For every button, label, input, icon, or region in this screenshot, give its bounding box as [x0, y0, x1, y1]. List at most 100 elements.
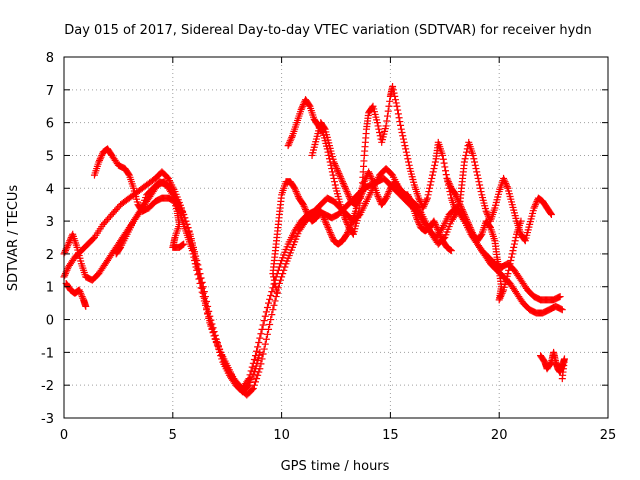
data-point — [452, 207, 460, 215]
data-point — [365, 170, 373, 178]
data-point — [420, 201, 428, 209]
data-point — [321, 217, 329, 225]
x-tick-label: 20 — [491, 428, 508, 443]
data-point — [472, 165, 480, 173]
data-point — [337, 174, 345, 182]
data-point — [415, 220, 423, 228]
data-point — [390, 89, 398, 97]
data-point — [342, 217, 350, 225]
data-point — [405, 194, 413, 202]
y-tick-label: 0 — [46, 314, 54, 329]
data-point — [444, 176, 452, 184]
data-point — [383, 112, 391, 120]
data-point — [503, 183, 511, 191]
data-point — [441, 163, 449, 171]
data-point — [506, 260, 514, 268]
data-point — [547, 211, 555, 219]
x-tick-label: 10 — [273, 428, 290, 443]
data-point — [267, 316, 275, 324]
data-point — [248, 363, 256, 371]
data-point — [403, 151, 411, 159]
data-point — [375, 125, 383, 133]
data-point — [486, 223, 494, 231]
data-point — [97, 153, 105, 161]
data-point — [389, 86, 397, 94]
data-point — [439, 151, 447, 159]
data-point — [213, 342, 221, 350]
data-point — [402, 148, 410, 156]
data-point — [471, 158, 479, 166]
data-point — [259, 321, 267, 329]
data-point — [465, 222, 473, 230]
data-point — [263, 330, 271, 338]
data-point — [244, 382, 252, 390]
data-point — [504, 270, 512, 278]
data-point — [196, 279, 204, 287]
data-point — [266, 295, 274, 303]
data-point — [396, 118, 404, 126]
data-point — [64, 240, 72, 248]
x-tick-label: 15 — [382, 428, 399, 443]
data-point — [195, 275, 203, 283]
data-point — [422, 197, 430, 205]
data-point — [329, 171, 337, 179]
data-point — [428, 174, 436, 182]
data-point — [413, 215, 421, 223]
data-point — [320, 215, 328, 223]
data-point — [333, 166, 341, 174]
data-point — [391, 92, 399, 100]
data-point — [391, 96, 399, 104]
series-arc-1 — [60, 168, 564, 399]
data-point — [344, 189, 352, 197]
data-point — [436, 230, 444, 238]
data-point — [292, 188, 300, 196]
data-point — [460, 209, 468, 217]
data-point — [415, 194, 423, 202]
data-point — [268, 311, 276, 319]
data-point — [495, 296, 503, 304]
data-point — [547, 209, 555, 217]
data-point — [180, 240, 188, 248]
data-point — [558, 306, 566, 314]
data-point — [452, 192, 460, 200]
data-point — [476, 181, 484, 189]
series-arc-10 — [537, 348, 568, 383]
data-point — [384, 189, 392, 197]
data-point — [205, 314, 213, 322]
data-point — [420, 202, 428, 210]
data-point — [188, 247, 196, 255]
data-point — [354, 209, 362, 217]
data-point — [76, 288, 84, 296]
data-point — [532, 199, 540, 207]
data-point — [470, 155, 478, 163]
data-point — [509, 247, 517, 255]
data-point — [209, 329, 217, 337]
data-point — [358, 189, 366, 197]
y-tick-label: -3 — [41, 412, 54, 427]
data-point — [293, 189, 301, 197]
data-point — [217, 352, 225, 360]
data-point — [216, 348, 224, 356]
data-point — [325, 227, 333, 235]
data-point — [461, 155, 469, 163]
data-point — [382, 194, 390, 202]
data-point — [96, 156, 104, 164]
data-point — [271, 297, 279, 305]
data-point — [262, 308, 270, 316]
data-point — [455, 197, 463, 205]
data-point — [340, 181, 348, 189]
data-point — [462, 151, 470, 159]
data-point — [327, 230, 335, 238]
data-point — [434, 225, 442, 233]
data-point — [341, 215, 349, 223]
data-point — [191, 256, 199, 264]
data-point — [384, 107, 392, 115]
data-point — [385, 102, 393, 110]
data-point — [61, 271, 69, 279]
data-point — [77, 289, 85, 297]
data-point — [254, 371, 262, 379]
data-point — [343, 219, 351, 227]
data-point — [255, 339, 263, 347]
data-point — [331, 178, 339, 186]
